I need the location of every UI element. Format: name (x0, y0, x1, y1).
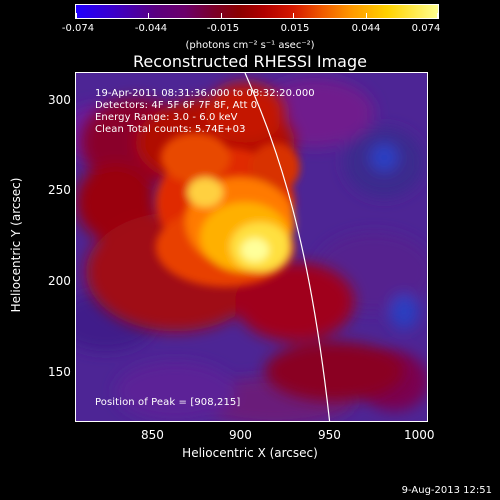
hot-region (155, 132, 300, 287)
colorbar-label: 0.074 (411, 23, 441, 34)
y-tick-label: 150 (48, 365, 71, 379)
energy-range: Energy Range: 3.0 - 6.0 keV (95, 112, 238, 123)
y-axis-title: Heliocentric Y (arcsec) (9, 177, 23, 313)
x-tick-label: 950 (318, 428, 341, 442)
colorbar-tick (220, 13, 222, 18)
rhessi-heatmap (76, 73, 427, 421)
colorbar-units: (photons cm⁻² s⁻¹ asec⁻²) (185, 40, 315, 51)
colorbar-label: 0.044 (351, 23, 381, 34)
y-tick-label: 250 (48, 183, 71, 197)
clean-counts: Clean Total counts: 5.74E+03 (95, 124, 246, 135)
colorbar-label: -0.074 (61, 23, 95, 34)
y-tick-label: 200 (48, 274, 71, 288)
plot-title: Reconstructed RHESSI Image (133, 52, 367, 71)
x-tick-label: 900 (229, 428, 252, 442)
detectors-info: Detectors: 4F 5F 6F 7F 8F, Att 0 (95, 100, 258, 111)
observation-time: 19-Apr-2011 08:31:36.000 to 08:32:20.000 (95, 88, 315, 99)
colorbar-label: -0.044 (134, 23, 168, 34)
y-tick-label: 300 (48, 93, 71, 107)
colorbar-label: 0.015 (280, 23, 310, 34)
colorbar-tick (76, 13, 77, 18)
colorbar (75, 4, 439, 19)
colorbar-tick (365, 13, 367, 18)
x-tick-label: 1000 (404, 428, 435, 442)
colorbar-tick (293, 13, 295, 18)
rhessi-image: 19-Apr-2011 08:31:36.000 to 08:32:20.000… (75, 72, 428, 422)
colorbar-label: -0.015 (206, 23, 240, 34)
x-tick-label: 850 (141, 428, 164, 442)
x-axis-title: Heliocentric X (arcsec) (182, 446, 318, 460)
footer-timestamp: 9-Aug-2013 12:51 (401, 485, 492, 496)
solar-limb (244, 73, 331, 421)
colorbar-tick (437, 13, 438, 18)
colorbar-tick (148, 13, 150, 18)
peak-position: Position of Peak = [908,215] (95, 397, 241, 408)
